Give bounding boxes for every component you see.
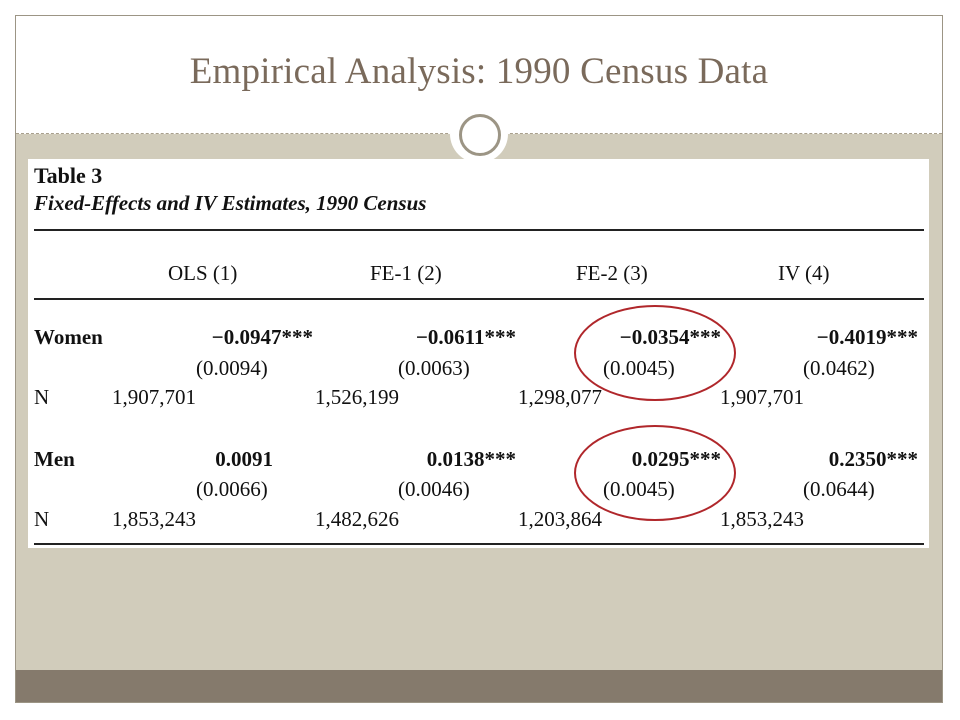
women-coef-fe1: −0.0611*** [415, 325, 516, 349]
circle-ornament-icon [450, 105, 508, 163]
women-n-fe2: 1,298,077 [518, 385, 602, 409]
col-header-fe1: FE-1 (2) [370, 261, 442, 285]
women-coef-iv: −0.4019*** [816, 325, 918, 349]
row-label-men: Men [34, 447, 75, 471]
men-n-fe1: 1,482,626 [315, 507, 399, 531]
men-se-ols: (0.0066) [196, 477, 268, 501]
slide-title: Empirical Analysis: 1990 Census Data [189, 51, 769, 92]
men-n-iv: 1,853,243 [720, 507, 804, 531]
men-n-fe2: 1,203,864 [518, 507, 602, 531]
women-coef-ols: −0.0947*** [211, 325, 313, 349]
col-header-fe2: FE-2 (3) [576, 261, 648, 285]
women-se-ols: (0.0094) [196, 356, 268, 380]
regression-table: Table 3 Fixed-Effects and IV Estimates, … [28, 159, 929, 548]
men-coef-iv: 0.2350*** [828, 447, 918, 471]
table-caption: Fixed-Effects and IV Estimates, 1990 Cen… [34, 191, 427, 215]
men-n-ols: 1,853,243 [112, 507, 196, 531]
footer-bar [16, 670, 942, 702]
men-se-iv: (0.0644) [803, 477, 875, 501]
highlight-circle-women-fe2 [574, 305, 736, 401]
women-n-fe1: 1,526,199 [315, 385, 399, 409]
women-se-iv: (0.0462) [803, 356, 875, 380]
men-coef-ols: 0.0091 [215, 447, 273, 471]
row-label-women: Women [34, 325, 103, 349]
men-coef-fe1: 0.0138*** [426, 447, 516, 471]
men-se-fe1: (0.0046) [398, 477, 470, 501]
women-n-iv: 1,907,701 [720, 385, 804, 409]
women-se-fe1: (0.0063) [398, 356, 470, 380]
women-n-label: N [34, 385, 50, 409]
women-n-ols: 1,907,701 [112, 385, 196, 409]
header-rule [34, 298, 924, 300]
ornament-ring [459, 114, 501, 156]
top-rule [34, 229, 924, 231]
col-header-ols: OLS (1) [168, 261, 238, 285]
bottom-rule [34, 543, 924, 545]
men-n-label: N [34, 507, 50, 531]
table-label: Table 3 [34, 163, 103, 188]
slide: Empirical Analysis: 1990 Census Data Tab… [15, 15, 943, 703]
highlight-circle-men-fe2 [574, 425, 736, 521]
col-header-iv: IV (4) [778, 261, 830, 285]
